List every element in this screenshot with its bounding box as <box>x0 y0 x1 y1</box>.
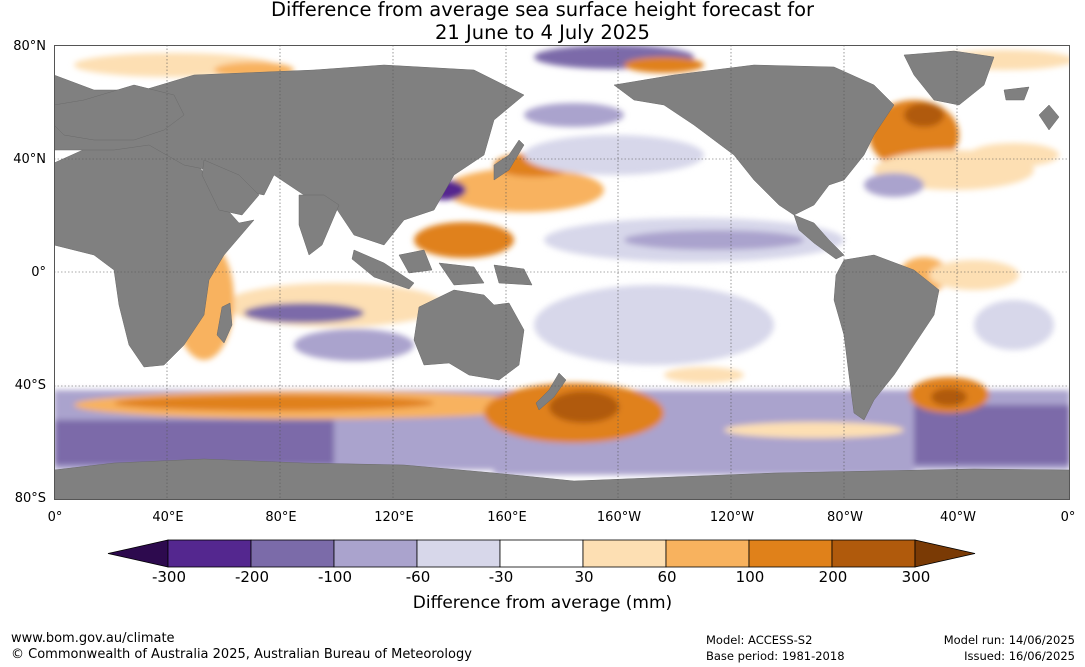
colorbar-tick: 60 <box>657 568 677 586</box>
lat-label-0: 0° <box>31 265 46 280</box>
colorbar-tick: 200 <box>818 568 848 586</box>
footer-model-run: Model run: 14/06/2025 <box>943 633 1075 647</box>
antarctica-land <box>54 458 1070 500</box>
central-america-land <box>793 214 845 260</box>
new-zealand-land <box>535 372 567 411</box>
colorbar-extend-high <box>914 539 976 568</box>
footer-url: www.bom.gov.au/climate <box>11 631 175 646</box>
land-masses <box>54 50 1070 500</box>
colorbar-segment <box>831 539 916 568</box>
colorbar-title: Difference from average (mm) <box>412 593 673 613</box>
footer-model: Model: ACCESS-S2 <box>706 633 813 647</box>
colorbar-segment <box>167 539 252 568</box>
lon-label-160w: 160°W <box>596 510 642 525</box>
lon-label-160e: 160°E <box>487 510 527 525</box>
colorbar-segment <box>499 539 584 568</box>
footer-base-period: Base period: 1981-2018 <box>706 649 845 663</box>
arabia-land <box>201 159 260 216</box>
colorbar-tick: 100 <box>735 568 765 586</box>
colorbar-tick: -30 <box>488 568 514 586</box>
colorbar-tick: 30 <box>574 568 594 586</box>
lon-label-120e: 120°E <box>374 510 414 525</box>
lon-label-40e: 40°E <box>152 510 184 525</box>
europe-land <box>54 84 185 141</box>
lon-label-40w: 40°W <box>940 510 976 525</box>
colorbar-tick: -100 <box>317 568 353 586</box>
lon-label-120w: 120°W <box>709 510 755 525</box>
colorbar-extend-low <box>107 539 169 568</box>
colorbar-segment <box>665 539 750 568</box>
colorbar-segment <box>748 539 833 568</box>
graticule <box>54 45 1070 500</box>
colorbar-tick: -60 <box>405 568 431 586</box>
colorbar-segment <box>250 539 335 568</box>
north-america-land <box>613 64 895 216</box>
colorbar-segment <box>333 539 418 568</box>
sea-surface-height-map <box>54 45 1070 500</box>
indonesia-land <box>351 249 533 290</box>
japan-land <box>493 139 525 181</box>
south-america-land <box>833 254 940 421</box>
australia-land <box>413 289 525 381</box>
lon-label-0: 0° <box>47 510 63 525</box>
footer-issued: Issued: 16/06/2025 <box>964 649 1075 663</box>
india-land <box>298 194 340 256</box>
colorbar <box>107 539 976 568</box>
lon-label-80e: 80°E <box>265 510 297 525</box>
lat-label-40n: 40°N <box>13 152 46 167</box>
lat-label-40s: 40°S <box>14 378 46 393</box>
lon-label-80w: 80°W <box>827 510 863 525</box>
colorbar-segment <box>416 539 501 568</box>
colorbar-tick: -300 <box>151 568 187 586</box>
lat-label-80n: 80°N <box>13 39 46 54</box>
lat-label-80s: 80°S <box>14 491 46 506</box>
madagascar-land <box>216 302 233 344</box>
uk-land <box>1003 86 1060 131</box>
colorbar-tick: 300 <box>901 568 931 586</box>
lon-label-0-east: 0° <box>1060 510 1076 525</box>
greenland-land <box>903 50 995 106</box>
map-title-line-2: 21 June to 4 July 2025 <box>435 21 650 44</box>
map-frame <box>54 45 1070 500</box>
colorbar-tick: -200 <box>234 568 270 586</box>
colorbar-segment <box>582 539 667 568</box>
footer-copyright: © Commonwealth of Australia 2025, Austra… <box>11 647 472 662</box>
map-title-line-1: Difference from average sea surface heig… <box>270 0 815 21</box>
